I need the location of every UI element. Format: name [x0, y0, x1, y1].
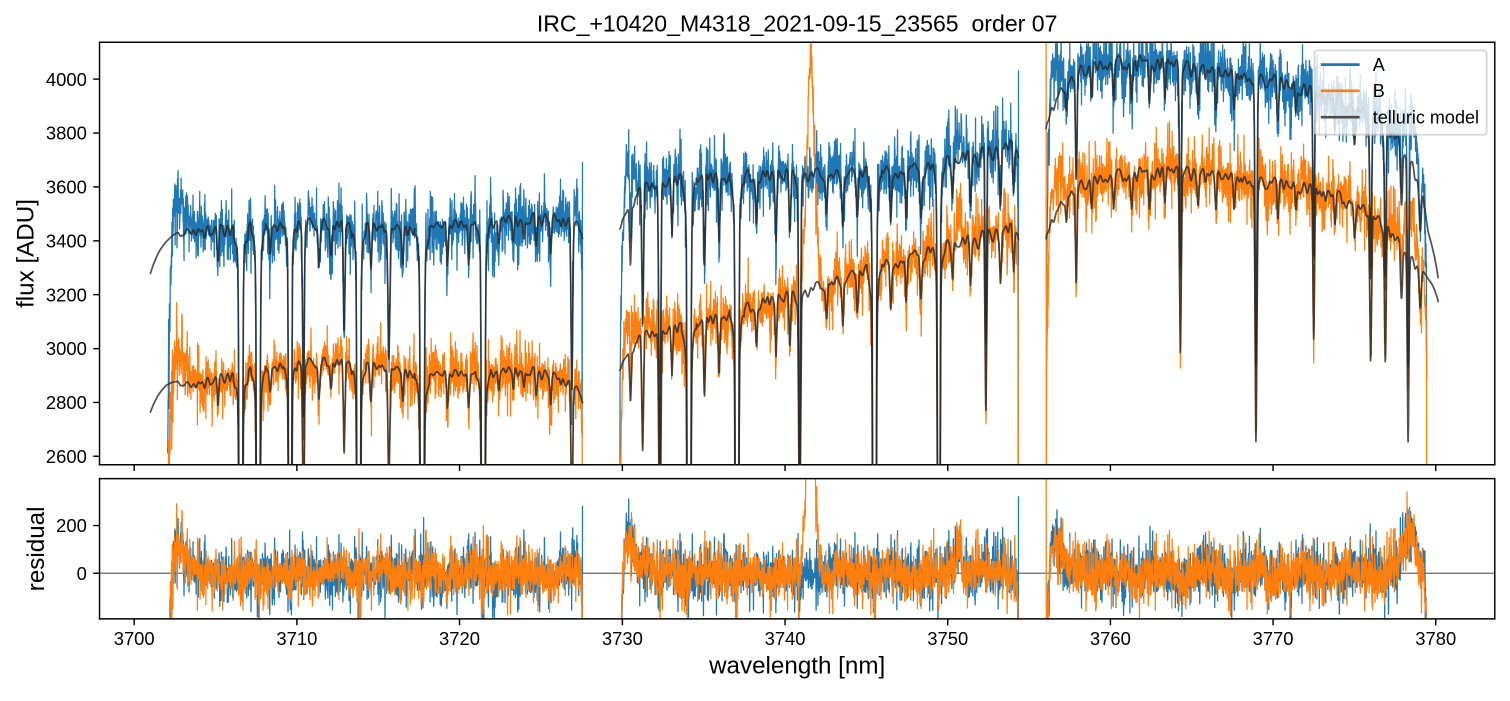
svg-text:A: A	[1373, 55, 1385, 75]
svg-text:3710: 3710	[276, 628, 317, 649]
svg-text:flux [ADU]: flux [ADU]	[13, 199, 40, 308]
svg-text:200: 200	[56, 515, 87, 536]
svg-text:3700: 3700	[114, 628, 155, 649]
svg-text:3600: 3600	[46, 177, 87, 198]
svg-text:3730: 3730	[602, 628, 643, 649]
svg-text:0: 0	[77, 563, 87, 584]
svg-text:telluric model: telluric model	[1373, 107, 1479, 127]
svg-text:4000: 4000	[46, 69, 87, 90]
svg-text:B: B	[1373, 81, 1385, 101]
svg-text:2600: 2600	[46, 446, 87, 467]
svg-text:wavelength [nm]: wavelength [nm]	[708, 652, 885, 679]
svg-text:3770: 3770	[1253, 628, 1294, 649]
svg-text:3200: 3200	[46, 284, 87, 305]
svg-text:3400: 3400	[46, 231, 87, 252]
svg-text:3750: 3750	[927, 628, 968, 649]
svg-text:2800: 2800	[46, 392, 87, 413]
svg-text:3780: 3780	[1415, 628, 1456, 649]
svg-text:3740: 3740	[765, 628, 806, 649]
svg-text:residual: residual	[23, 506, 50, 591]
svg-text:3800: 3800	[46, 123, 87, 144]
svg-text:3000: 3000	[46, 338, 87, 359]
svg-text:3720: 3720	[439, 628, 480, 649]
svg-text:3760: 3760	[1090, 628, 1131, 649]
svg-text:IRC_+10420_M4318_2021-09-15_23: IRC_+10420_M4318_2021-09-15_23565 order …	[537, 10, 1058, 36]
